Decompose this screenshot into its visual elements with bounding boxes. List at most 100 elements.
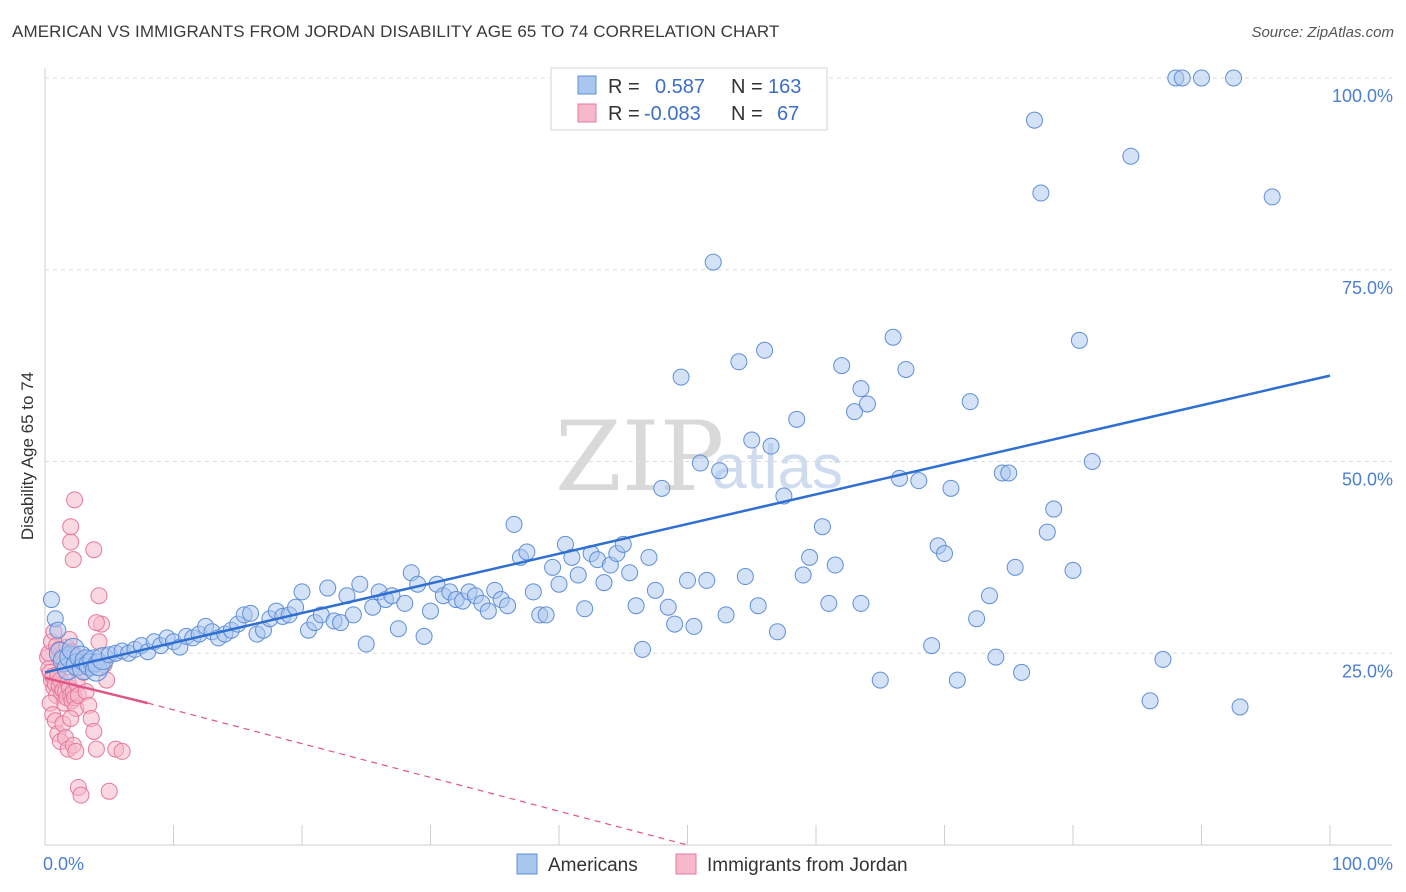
americans-point-2 <box>49 621 67 639</box>
americans-point-111 <box>704 253 722 271</box>
series-legend: Americans Immigrants from Jordan <box>516 853 908 876</box>
americans-point-157 <box>1122 147 1140 165</box>
jordan-point-63 <box>62 533 80 551</box>
americans-point-125 <box>813 518 831 536</box>
americans-point-58 <box>364 598 382 616</box>
legend-n-value-1: 163 <box>768 76 801 98</box>
x-tick-label-0: 0.0% <box>43 854 84 874</box>
y-axis-title: Disability Age 65 to 74 <box>18 372 37 540</box>
americans-point-166 <box>852 594 870 612</box>
americans-point-80 <box>505 515 523 533</box>
americans-point-103 <box>653 479 671 497</box>
trend-lines <box>44 374 1331 846</box>
americans-point-112 <box>711 462 729 480</box>
americans-series-points <box>42 69 1281 716</box>
grid-lines <box>45 77 1392 654</box>
americans-point-57 <box>357 635 375 653</box>
americans-point-156 <box>1083 453 1101 470</box>
americans-point-91 <box>576 600 594 618</box>
americans-point-90 <box>569 566 587 584</box>
americans-point-124 <box>801 548 819 566</box>
americans-point-155 <box>1070 331 1088 349</box>
americans-point-102 <box>646 581 664 599</box>
americans-point-51 <box>319 579 337 597</box>
americans-point-150 <box>1025 111 1043 129</box>
americans-point-109 <box>691 454 709 472</box>
americans-point-85 <box>537 606 555 624</box>
americans-point-101 <box>640 548 658 566</box>
americans-point-154 <box>1064 561 1082 579</box>
jordan-point-54 <box>85 722 103 740</box>
americans-point-136 <box>910 472 928 490</box>
americans-point-89 <box>563 548 581 566</box>
americans-point-94 <box>595 574 613 592</box>
americans-point-131 <box>858 395 876 413</box>
jordan-point-47 <box>67 742 85 760</box>
americans-point-162 <box>1193 69 1210 87</box>
americans-point-126 <box>820 594 838 612</box>
legend-n-value-2: 67 <box>777 103 799 125</box>
americans-point-132 <box>871 671 889 689</box>
americans-point-127 <box>826 556 844 574</box>
source-credit: Source: ZipAtlas.com <box>1251 24 1394 41</box>
x-tick-labels: 0.0% 100.0% <box>43 854 1393 874</box>
americans-point-133 <box>884 328 902 346</box>
americans-point-115 <box>736 568 754 586</box>
americans-point-113 <box>717 606 735 624</box>
americans-point-67 <box>422 602 439 620</box>
americans-point-98 <box>621 564 639 582</box>
americans-point-82 <box>518 543 536 561</box>
bottom-legend-jordan-swatch <box>675 853 697 875</box>
americans-point-145 <box>987 648 1005 666</box>
americans-point-108 <box>685 617 703 635</box>
americans-point-104 <box>659 598 677 616</box>
y-tick-label-3: 100.0% <box>1332 86 1393 106</box>
americans-point-53 <box>332 614 350 632</box>
americans-point-117 <box>749 597 767 615</box>
americans-point-106 <box>672 368 690 386</box>
y-tick-label-1: 50.0% <box>1342 470 1393 490</box>
americans-point-87 <box>550 575 568 593</box>
americans-point-76 <box>479 602 497 620</box>
legend-r-value-1: 0.587 <box>655 76 705 98</box>
x-tick-label-1: 100.0% <box>1332 854 1393 874</box>
americans-point-99 <box>627 597 645 615</box>
americans-point-63 <box>396 594 414 612</box>
americans-point-139 <box>936 545 953 563</box>
jordan-point-67 <box>90 587 108 605</box>
jordan-point-60 <box>100 782 118 800</box>
americans-point-144 <box>980 587 998 605</box>
y-tick-label-2: 75.0% <box>1342 278 1393 298</box>
bottom-legend-jordan-label: Immigrants from Jordan <box>707 855 908 876</box>
americans-point-163 <box>1225 69 1243 87</box>
legend-americans-swatch <box>577 75 597 95</box>
americans-point-119 <box>762 437 780 455</box>
americans-point-148 <box>1006 558 1024 576</box>
y-tick-label-0: 25.0% <box>1342 661 1393 681</box>
americans-point-142 <box>961 393 979 411</box>
americans-point-110 <box>698 571 716 589</box>
americans-point-47 <box>293 583 311 601</box>
jordan-point-68 <box>64 551 82 569</box>
legend-r-label-2: R = <box>608 103 640 125</box>
chart-title: AMERICAN VS IMMIGRANTS FROM JORDAN DISAB… <box>12 22 780 41</box>
americans-point-79 <box>499 597 517 615</box>
americans-point-118 <box>756 341 774 359</box>
americans-point-149 <box>1013 663 1031 681</box>
americans-point-153 <box>1045 500 1063 518</box>
legend-box <box>550 67 828 131</box>
bottom-legend-americans-label: Americans <box>548 855 638 876</box>
legend-r-value-2: -0.083 <box>644 103 701 125</box>
jordan-trend-line-extension <box>147 702 688 846</box>
americans-point-137 <box>923 637 941 655</box>
americans-point-164 <box>1231 698 1249 716</box>
legend-n-label-2: N = <box>731 103 763 125</box>
americans-point-129 <box>846 403 864 421</box>
americans-point-83 <box>524 583 542 601</box>
americans-point-143 <box>968 610 986 628</box>
jordan-point-64 <box>66 491 84 509</box>
americans-point-147 <box>1000 464 1018 482</box>
jordan-trend-line <box>44 676 149 705</box>
americans-trend-line <box>44 374 1331 674</box>
jordan-point-62 <box>113 742 131 760</box>
